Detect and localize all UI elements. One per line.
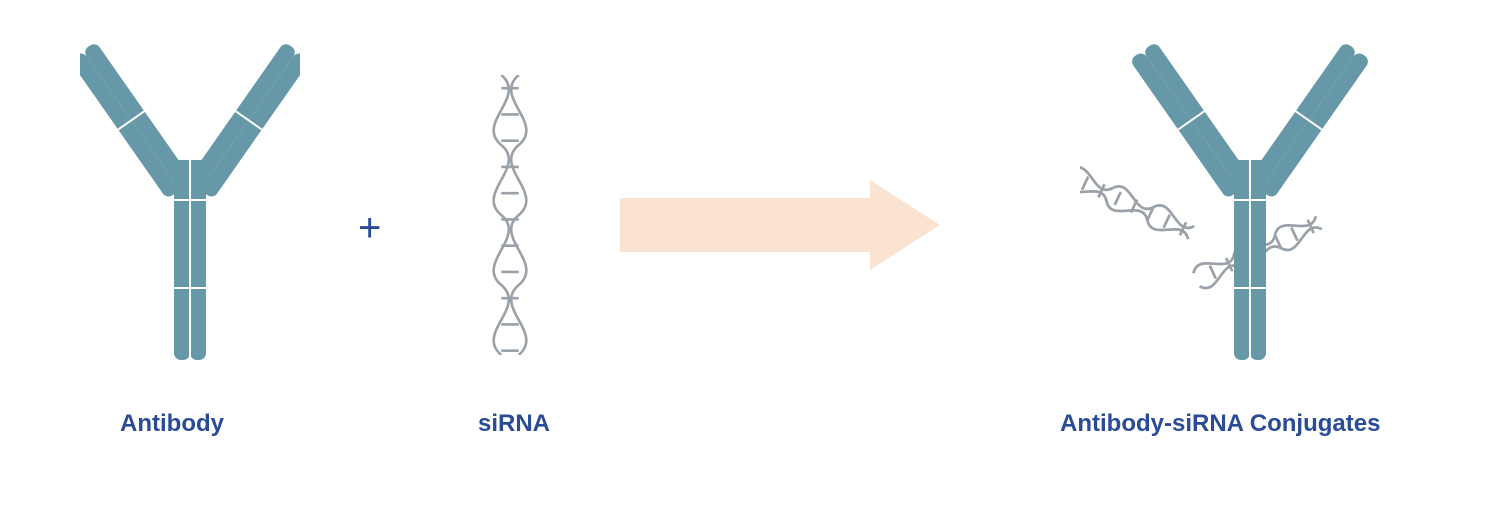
diagram-stage: Antibody + siRNA Antibody-	[0, 0, 1492, 512]
sirna-graphic	[470, 75, 550, 355]
conjugate-svg	[1080, 40, 1420, 370]
plus-symbol: +	[358, 208, 381, 248]
conjugate-graphic	[1080, 40, 1420, 370]
antibody-svg	[80, 40, 300, 370]
arrow-svg	[620, 180, 940, 270]
sirna-label: siRNA	[478, 410, 550, 438]
antibody-graphic	[80, 40, 300, 370]
reaction-arrow	[620, 180, 940, 270]
conjugate-label: Antibody-siRNA Conjugates	[1060, 410, 1380, 438]
sirna-svg	[480, 75, 540, 355]
antibody-label: Antibody	[120, 410, 224, 438]
